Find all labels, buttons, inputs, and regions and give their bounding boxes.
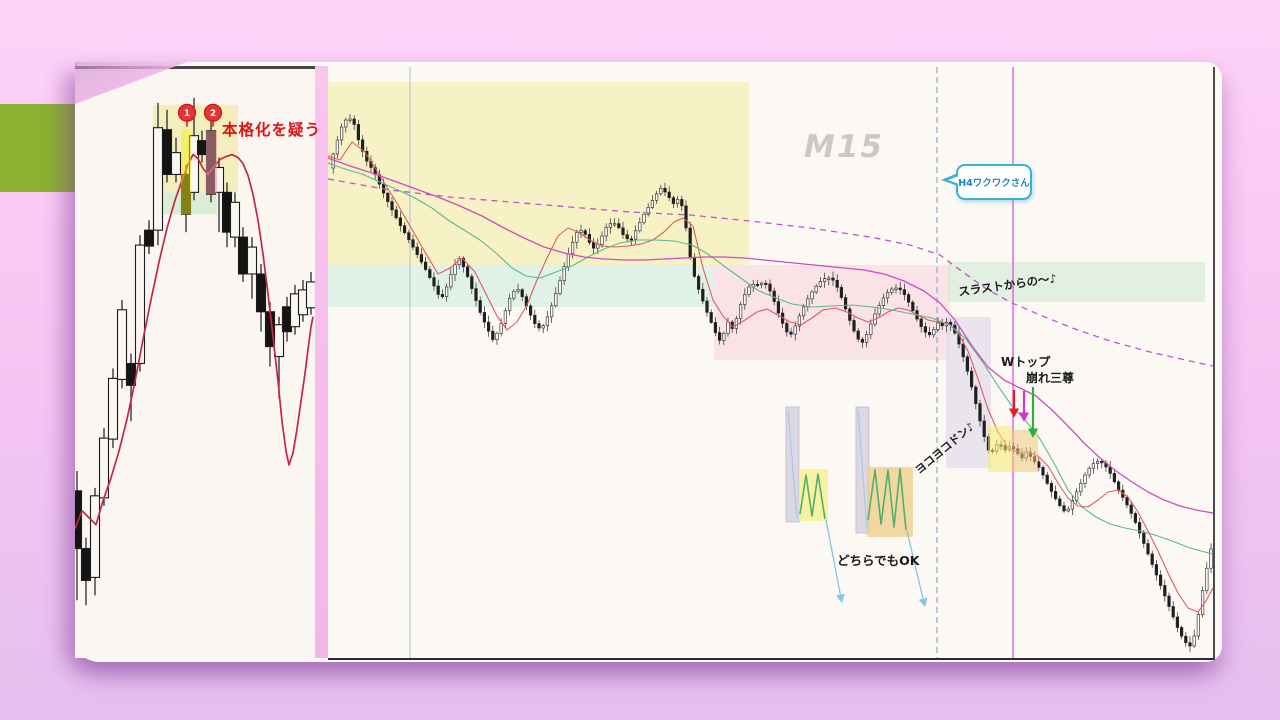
svg-text:2: 2 <box>210 109 216 119</box>
double-top-label: Wトップ <box>1001 355 1051 369</box>
overlay-bands <box>181 129 217 215</box>
ma-h4-dashed <box>328 178 1213 367</box>
ma-magenta <box>328 157 1213 514</box>
warning-note: 本格化を疑う <box>222 121 322 139</box>
ma-green <box>328 162 1213 555</box>
m15-main-chart: M15 <box>328 67 1215 660</box>
candles-layer <box>75 97 315 606</box>
m15-candles-svg <box>328 67 1213 658</box>
either-ok-note: どちらでもOK <box>837 553 920 568</box>
annotation-arrows <box>1009 387 1038 438</box>
timeframe-watermark: M15 <box>804 129 884 165</box>
bubble-pointer-fill <box>948 176 959 184</box>
candles-layer <box>331 113 1213 653</box>
bubble-label: H4ワクワクさん <box>958 178 1030 189</box>
overlay-bands <box>988 426 1038 472</box>
moving-averages <box>75 153 314 529</box>
ma-red <box>75 153 314 529</box>
moving-averages <box>328 141 1213 613</box>
background-green-block <box>0 104 76 192</box>
pattern-schematics <box>785 406 928 607</box>
head-and-shoulders-label: 崩れ三尊 <box>1026 371 1075 385</box>
svg-text:1: 1 <box>184 109 190 119</box>
h4-callout-bubble: H4ワクワクさん <box>941 164 1032 200</box>
highlight-zones <box>328 82 1205 468</box>
panel-divider-strip <box>315 66 328 658</box>
